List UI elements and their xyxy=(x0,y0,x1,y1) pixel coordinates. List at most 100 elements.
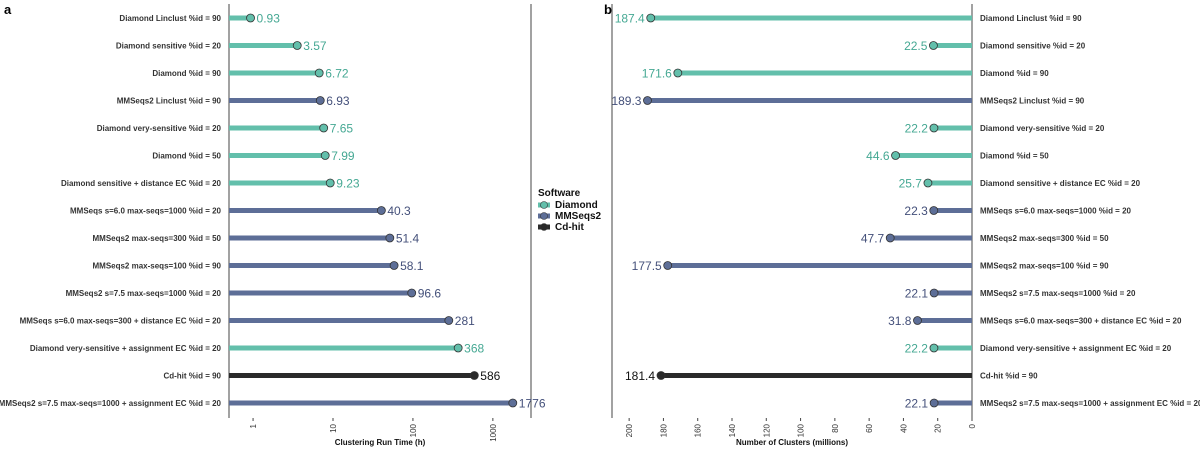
panel-b-tick-label: 60 xyxy=(865,423,874,432)
panel-a-category-label: Diamond sensitive + distance EC %id = 20 xyxy=(61,179,222,188)
panel-a-category-label: MMSeqs2 max-seqs=100 %id = 90 xyxy=(92,262,221,271)
panel-b-category-label: Diamond very-sensitive + assignment EC %… xyxy=(980,344,1172,353)
panel-b-value-label: 44.6 xyxy=(866,149,890,163)
panel-a-tick-label: 1000 xyxy=(489,423,498,441)
panel-b-point xyxy=(929,206,939,215)
panel-b-value-label: 22.1 xyxy=(905,287,929,301)
panel-b-tick-label: 80 xyxy=(831,423,840,432)
legend-swatch-point xyxy=(540,223,548,231)
panel-a-point xyxy=(292,41,302,50)
panel-b-point xyxy=(929,123,939,133)
panel-b-x-axis-title: Number of Clusters (millions) xyxy=(736,438,848,447)
panel-b-category-label: MMSeqs s=6.0 max-seqs=300 + distance EC … xyxy=(980,317,1182,326)
panel-a-value-label: 7.65 xyxy=(330,122,354,136)
panel-b-point xyxy=(929,41,938,50)
panel-b-category-label: Diamond very-sensitive %id = 20 xyxy=(980,124,1105,133)
panel-b-point xyxy=(646,13,656,23)
panel-a-point xyxy=(319,123,329,133)
panel-a-point xyxy=(246,13,255,23)
panel-a-value-label: 6.72 xyxy=(325,67,349,81)
panel-a-category-label: Diamond Linclust %id = 90 xyxy=(119,14,221,23)
panel-a-value-label: 586 xyxy=(480,369,500,383)
panel-a-value-label: 3.57 xyxy=(303,39,327,53)
panel-a-point xyxy=(453,343,463,353)
panel-a-value-label: 9.23 xyxy=(336,177,360,191)
legend-title: Software xyxy=(538,188,581,199)
panel-b-value-label: 25.7 xyxy=(899,177,923,191)
panel-a-tick-label: 100 xyxy=(409,423,418,437)
panel-a-point xyxy=(385,233,395,243)
panel-b-value-label: 187.4 xyxy=(615,12,645,26)
panel-b-value-label: 22.5 xyxy=(904,39,928,53)
panel-b-category-label: Diamond sensitive %id = 20 xyxy=(980,42,1086,51)
panel-a-point xyxy=(508,398,518,408)
panel-a-x-axis-title: Clustering Run Time (h) xyxy=(335,438,426,447)
panel-a-point xyxy=(469,371,479,380)
panel-b-value-label: 22.3 xyxy=(904,204,928,218)
panel-a-point xyxy=(325,178,335,188)
panel-b-category-label: MMSeqs2 s=7.5 max-seqs=1000 + assignment… xyxy=(980,399,1200,408)
panel-a-value-label: 1776 xyxy=(519,397,546,411)
panel-a-value-label: 40.3 xyxy=(387,204,411,218)
panel-b-point xyxy=(929,398,939,408)
panel-a-value-label: 58.1 xyxy=(400,259,424,273)
panel-b-point xyxy=(885,233,895,243)
panel-a-category-label: MMSeqs2 s=7.5 max-seqs=1000 + assignment… xyxy=(0,399,222,408)
panel-b-tick-label: 140 xyxy=(728,423,737,437)
panel-a-category-label: Diamond sensitive %id = 20 xyxy=(116,42,222,51)
panel-b-point xyxy=(673,68,683,78)
legend-entry-label: Diamond xyxy=(555,200,598,211)
panel-b-value-label: 47.7 xyxy=(861,232,885,246)
panel-b-category-label: Diamond %id = 90 xyxy=(980,69,1049,78)
panel-a-point xyxy=(314,68,324,78)
legend-entry-label: MMSeqs2 xyxy=(555,211,602,222)
panel-a-category-label: MMSeqs s=6.0 max-seqs=300 + distance EC … xyxy=(20,317,222,326)
legend-swatch-point xyxy=(540,212,548,220)
panel-b-tick-label: 200 xyxy=(625,423,634,437)
panel-b-value-label: 22.1 xyxy=(905,397,929,411)
panel-b-category-label: Diamond Linclust %id = 90 xyxy=(980,14,1082,23)
panel-a-category-label: Cd-hit %id = 90 xyxy=(163,372,221,381)
panel-b-category-label: Cd-hit %id = 90 xyxy=(980,372,1038,381)
panel-b-tick-label: 100 xyxy=(797,423,806,437)
panel-a-category-label: Diamond very-sensitive %id = 20 xyxy=(97,124,222,133)
panel-a-value-label: 7.99 xyxy=(331,149,355,163)
panel-b-category-label: Diamond %id = 50 xyxy=(980,152,1049,161)
panel-a-point xyxy=(389,261,399,270)
panel-b-point xyxy=(643,96,652,105)
panel-b-tick-label: 40 xyxy=(899,423,908,432)
panel-a-value-label: 368 xyxy=(464,342,484,356)
panel-a-point xyxy=(444,316,454,325)
panel-b-category-label: Diamond sensitive + distance EC %id = 20 xyxy=(980,179,1141,188)
panel-a-category-label: MMSeqs2 max-seqs=300 %id = 50 xyxy=(92,234,221,243)
panel-a-runtime-chart: 1 10 100 1000 Clustering Run Time (h) Diamond… xyxy=(0,4,546,447)
panel-a-point xyxy=(376,206,386,215)
panel-a-category-label: Diamond %id = 50 xyxy=(152,152,221,161)
panel-b-value-label: 189.3 xyxy=(611,94,641,108)
panel-b-tick-label: 160 xyxy=(694,423,703,437)
panel-b-point xyxy=(923,178,933,188)
panel-b-value-label: 22.2 xyxy=(905,342,929,356)
panel-b-tick-label: 180 xyxy=(659,423,668,437)
panel-a-point xyxy=(320,151,330,160)
panel-b-tick-label: 0 xyxy=(968,423,977,428)
panel-b-point xyxy=(913,316,922,325)
panel-b-value-label: 22.2 xyxy=(905,122,929,136)
panel-b-point xyxy=(929,343,939,353)
panel-a-category-label: MMSeqs s=6.0 max-seqs=1000 %id = 20 xyxy=(70,207,222,216)
panel-a-value-label: 96.6 xyxy=(418,287,442,301)
panel-b-point xyxy=(891,151,900,160)
panel-a-category-label: MMSeqs2 Linclust %id = 90 xyxy=(117,97,222,106)
panel-a-value-label: 281 xyxy=(455,314,475,328)
legend-swatch-point xyxy=(540,201,548,209)
panel-b-tick-label: 20 xyxy=(934,423,943,432)
panel-a-point xyxy=(407,288,417,298)
panel-a-category-label: Diamond %id = 90 xyxy=(152,69,221,78)
panel-b-category-label: MMSeqs2 max-seqs=300 %id = 50 xyxy=(980,234,1109,243)
panel-b-point xyxy=(656,371,666,380)
panel-a-category-label: MMSeqs2 s=7.5 max-seqs=1000 %id = 20 xyxy=(66,289,222,298)
panel-b-point xyxy=(929,288,939,298)
panel-b-value-label: 171.6 xyxy=(642,67,672,81)
panel-b-value-label: 31.8 xyxy=(888,314,912,328)
